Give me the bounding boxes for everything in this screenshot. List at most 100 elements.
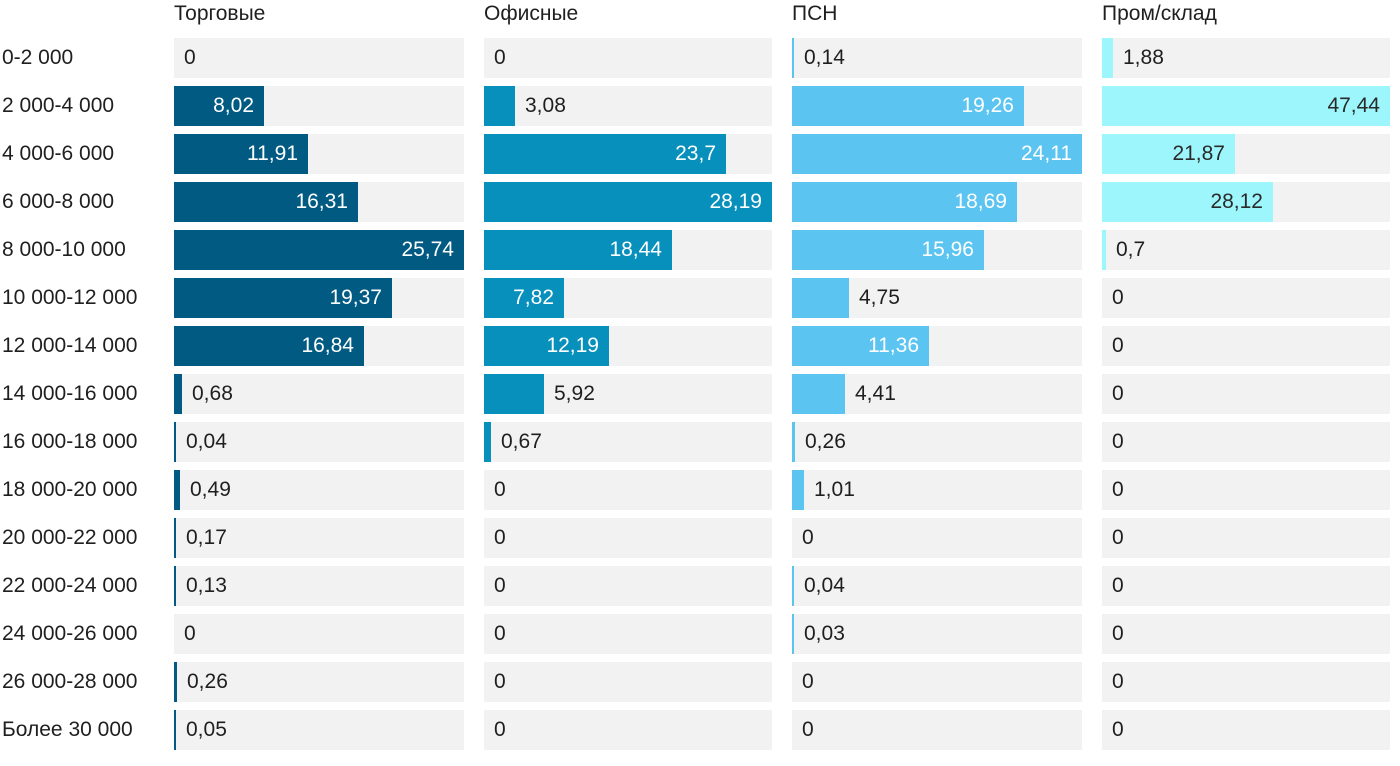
category-label: 24 000-26 000 [2,622,138,645]
data-label: 0 [494,46,506,69]
bar [174,134,308,174]
data-label: 0,04 [804,574,845,597]
data-label: 0,03 [804,622,845,645]
bar-track: 0,68 [174,374,464,414]
bar-track: 18,44 [484,230,772,270]
data-label: 0 [1112,478,1124,501]
bar [792,182,1017,222]
bar-track: 47,44 [1102,86,1390,126]
bar [792,230,984,270]
category-label: Более 30 000 [2,718,133,741]
bar [792,38,794,78]
bar [174,662,177,702]
bar-track: 0,7 [1102,230,1390,270]
bar-track: 21,87 [1102,134,1390,174]
bar-track: 23,7 [484,134,772,174]
bar-track: 16,31 [174,182,464,222]
bar-track: 24,11 [792,134,1082,174]
bar-track: 0,26 [792,422,1082,462]
bar [174,182,358,222]
data-label: 47,44 [1327,94,1380,117]
bar-track: 0 [1102,710,1390,750]
data-label: 0 [184,46,196,69]
bar [174,470,180,510]
bar [1102,134,1235,174]
bar [484,326,609,366]
bar [792,374,845,414]
bar [792,566,794,606]
category-label: 2 000-4 000 [2,94,115,117]
bar [174,518,176,558]
data-label: 16,31 [295,190,348,213]
bar-track: 5,92 [484,374,772,414]
bar-track: 0 [1102,518,1390,558]
bar-track: 0,26 [174,662,464,702]
data-label: 23,7 [675,142,716,165]
data-label: 24,11 [1021,142,1072,165]
data-label: 0,13 [186,574,227,597]
bar [792,86,1024,126]
category-label: 0-2 000 [2,46,74,69]
bar-track: 0 [484,710,772,750]
bar [174,422,176,462]
category-label: 14 000-16 000 [2,382,138,405]
bar-track: 0,67 [484,422,772,462]
category-label: 4 000-6 000 [2,142,115,165]
bar-track: 0 [484,38,772,78]
bar [174,230,464,270]
bar-track: 0 [792,518,1082,558]
bar-track: 28,12 [1102,182,1390,222]
bar-track: 0 [174,614,464,654]
bar-track: 16,84 [174,326,464,366]
bar-track: 0 [484,614,772,654]
bar [174,86,264,126]
panel-title: Торговые [174,2,266,25]
bar-track: 0 [1102,566,1390,606]
data-label: 0 [494,574,506,597]
data-label: 0 [1112,622,1124,645]
bar-track: 0 [174,38,464,78]
data-label: 1,01 [814,478,855,501]
data-label: 19,37 [329,286,382,309]
bar-track: 0 [1102,422,1390,462]
bar [484,374,544,414]
category-label: 10 000-12 000 [2,286,138,309]
data-label: 11,36 [868,334,919,357]
bar [484,422,491,462]
bar-track: 4,75 [792,278,1082,318]
panel-title: ПСН [792,2,838,25]
bar-track: 11,36 [792,326,1082,366]
bar-track: 4,41 [792,374,1082,414]
bar-track: 19,26 [792,86,1082,126]
bar [174,566,176,606]
data-label: 0,49 [190,478,231,501]
bar-track: 18,69 [792,182,1082,222]
data-label: 21,87 [1172,142,1225,165]
bar-track: 1,01 [792,470,1082,510]
bar-track: 0 [1102,326,1390,366]
bar [174,710,176,750]
bar-track: 28,19 [484,182,772,222]
data-label: 15,96 [921,238,974,261]
bar [1102,230,1106,270]
data-label: 7,82 [513,286,554,309]
bar [174,278,392,318]
data-label: 28,19 [709,190,762,213]
bar-track: 11,91 [174,134,464,174]
bar-track: 0 [484,566,772,606]
bar-track: 0 [1102,614,1390,654]
bar-track: 0 [792,662,1082,702]
bar [1102,86,1390,126]
bar [174,326,364,366]
bar [792,470,804,510]
data-label: 0 [494,478,506,501]
data-label: 8,02 [213,94,254,117]
data-label: 16,84 [301,334,354,357]
data-label: 12,19 [546,334,599,357]
category-label: 16 000-18 000 [2,430,138,453]
data-label: 0 [494,622,506,645]
data-label: 0 [494,526,506,549]
bar-track: 0,14 [792,38,1082,78]
category-label: 12 000-14 000 [2,334,138,357]
bar-track: 0,04 [792,566,1082,606]
